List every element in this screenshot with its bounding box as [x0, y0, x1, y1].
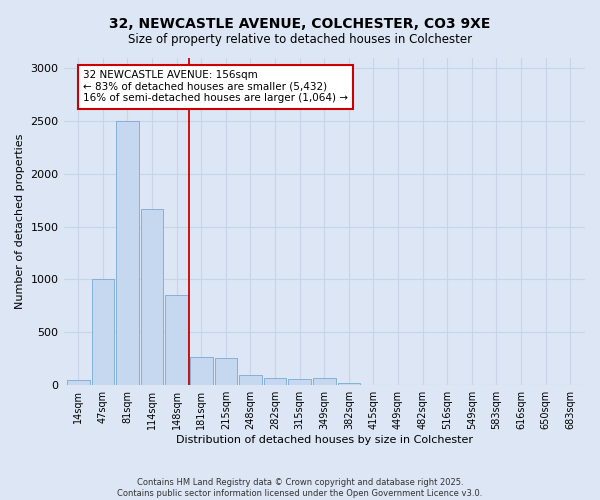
X-axis label: Distribution of detached houses by size in Colchester: Distribution of detached houses by size … [176, 435, 473, 445]
Bar [92, 280, 114, 385]
Y-axis label: Number of detached properties: Number of detached properties [15, 134, 25, 309]
Bar [67, 380, 89, 385]
Bar [239, 374, 262, 385]
Text: Size of property relative to detached houses in Colchester: Size of property relative to detached ho… [128, 32, 472, 46]
Bar [190, 356, 212, 385]
Bar [215, 358, 237, 385]
Bar [289, 379, 311, 385]
Text: 32, NEWCASTLE AVENUE, COLCHESTER, CO3 9XE: 32, NEWCASTLE AVENUE, COLCHESTER, CO3 9X… [109, 18, 491, 32]
Bar [166, 296, 188, 385]
Text: 32 NEWCASTLE AVENUE: 156sqm
← 83% of detached houses are smaller (5,432)
16% of : 32 NEWCASTLE AVENUE: 156sqm ← 83% of det… [83, 70, 348, 103]
Bar [313, 378, 335, 385]
Bar [338, 383, 360, 385]
Bar [141, 208, 163, 385]
Text: Contains HM Land Registry data © Crown copyright and database right 2025.
Contai: Contains HM Land Registry data © Crown c… [118, 478, 482, 498]
Bar [264, 378, 286, 385]
Bar [116, 121, 139, 385]
